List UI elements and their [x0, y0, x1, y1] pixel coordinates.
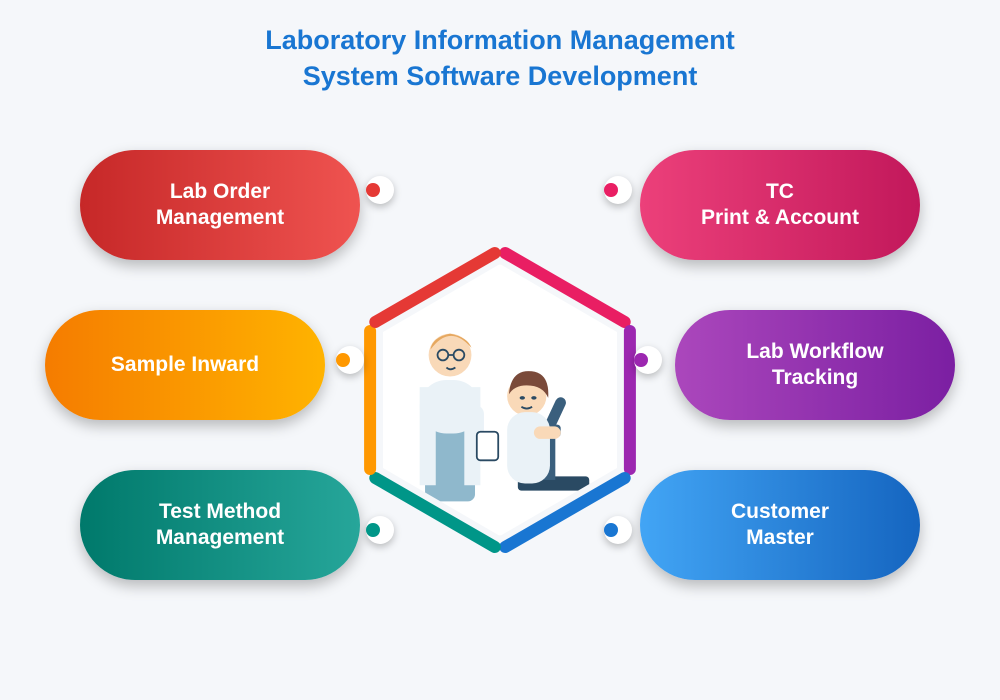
connector-node-4: [634, 346, 662, 374]
title-line-1: Laboratory Information Management: [265, 25, 735, 55]
feature-pill-1: Sample Inward: [45, 310, 325, 420]
connector-node-0: [366, 176, 394, 204]
lab-scientists-illustration: [384, 294, 616, 516]
connector-dot: [336, 353, 350, 367]
connector-dot: [634, 353, 648, 367]
connector-node-1: [336, 346, 364, 374]
hex-side: [624, 325, 636, 475]
connector-dot: [604, 183, 618, 197]
feature-pill-2: Test MethodManagement: [80, 470, 360, 580]
center-hexagon: [350, 250, 650, 550]
connector-dot: [604, 523, 618, 537]
connector-node-3: [604, 176, 632, 204]
title-line-2: System Software Development: [303, 61, 698, 91]
feature-pill-label: Test MethodManagement: [156, 499, 284, 552]
diagram-canvas: Lab OrderManagement Sample Inward Test Met…: [0, 110, 1000, 700]
connector-dot: [366, 183, 380, 197]
feature-pill-3: TCPrint & Account: [640, 150, 920, 260]
connector-dot: [366, 523, 380, 537]
feature-pill-4: Lab WorkflowTracking: [675, 310, 955, 420]
hex-side: [364, 325, 376, 475]
feature-pill-label: TCPrint & Account: [701, 179, 859, 232]
connector-node-2: [366, 516, 394, 544]
feature-pill-label: Lab OrderManagement: [156, 179, 284, 232]
feature-pill-label: Sample Inward: [111, 352, 259, 378]
feature-pill-5: CustomerMaster: [640, 470, 920, 580]
feature-pill-0: Lab OrderManagement: [80, 150, 360, 260]
feature-pill-label: CustomerMaster: [731, 499, 829, 552]
connector-node-5: [604, 516, 632, 544]
page-title: Laboratory Information Management System…: [0, 0, 1000, 95]
feature-pill-label: Lab WorkflowTracking: [746, 339, 883, 392]
